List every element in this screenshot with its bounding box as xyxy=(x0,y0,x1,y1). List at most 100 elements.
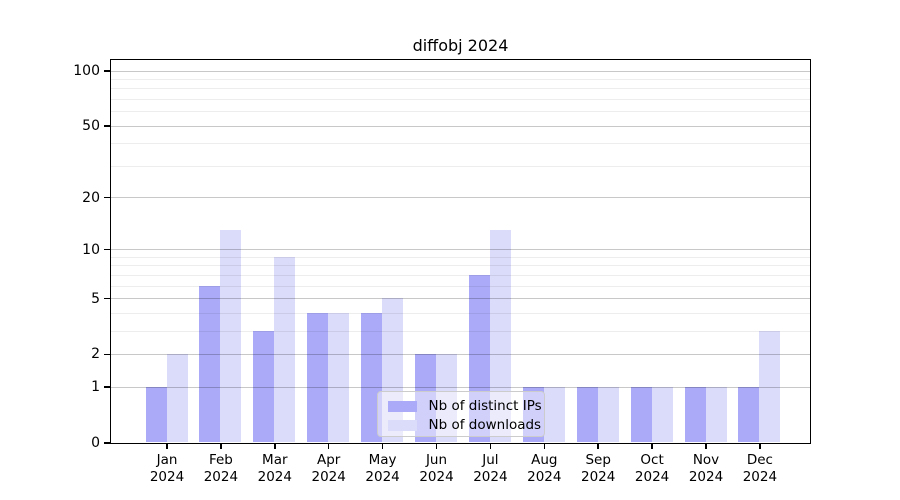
x-tick-year: 2024 xyxy=(527,469,562,485)
y-tick-mark xyxy=(104,125,111,127)
major-gridline xyxy=(110,125,810,127)
x-tick-year: 2024 xyxy=(581,469,616,485)
x-tick-mark xyxy=(435,443,438,449)
minor-gridline xyxy=(110,265,810,267)
bar-downloads-feb xyxy=(220,229,242,443)
x-tick-year: 2024 xyxy=(473,469,508,485)
x-tick-label: Jul 2024 xyxy=(460,452,520,486)
bar-downloads-apr xyxy=(328,312,350,443)
legend-entry-distinct-ips: Nb of distinct IPs xyxy=(387,397,542,416)
plot-area: Nb of distinct IPs Nb of downloads xyxy=(109,58,811,444)
x-tick-label: Jun 2024 xyxy=(407,452,467,486)
y-tick-label: 50 xyxy=(82,118,100,135)
x-tick-mark xyxy=(651,443,653,449)
x-tick-year: 2024 xyxy=(742,469,778,485)
y-axis: 0 1 2 5 10 20 50 100 xyxy=(0,60,104,451)
x-tick-mark xyxy=(220,443,222,449)
x-tick-mark xyxy=(759,443,761,449)
x-tick-mark xyxy=(381,443,384,449)
x-tick-mark xyxy=(274,443,276,449)
legend-label-distinct-ips: Nb of distinct IPs xyxy=(428,398,542,414)
y-tick-label: 2 xyxy=(91,346,100,363)
y-tick-label: 5 xyxy=(91,290,100,307)
bar-distinct-ips-mar xyxy=(253,330,275,443)
minor-gridline xyxy=(110,98,810,100)
x-tick-mark xyxy=(327,443,330,449)
y-tick-mark xyxy=(104,70,111,72)
minor-gridline xyxy=(110,143,810,145)
legend-swatch-distinct-ips xyxy=(387,400,417,412)
major-gridline xyxy=(110,197,810,199)
major-gridline xyxy=(110,386,810,388)
x-tick-year: 2024 xyxy=(203,469,239,485)
y-tick-mark xyxy=(104,442,111,444)
x-axis: Jan 2024 Feb 2024 Mar 2024 Apr 2024 May 2024 Jun 20… xyxy=(0,443,900,500)
x-tick-label: May 2024 xyxy=(353,452,413,486)
minor-gridline xyxy=(110,330,810,332)
bar-distinct-ips-jan xyxy=(145,386,167,443)
bar-downloads-dec xyxy=(759,330,781,443)
x-tick-year: 2024 xyxy=(688,469,724,485)
x-tick-year: 2024 xyxy=(149,469,185,485)
bar-distinct-ips-apr xyxy=(307,312,329,443)
major-gridline xyxy=(110,249,810,251)
x-tick-mark xyxy=(489,443,492,449)
y-tick-mark xyxy=(104,248,111,251)
x-tick-year: 2024 xyxy=(257,469,292,485)
bar-downloads-oct xyxy=(651,386,673,443)
bar-distinct-ips-jul xyxy=(468,274,490,443)
x-tick-mark xyxy=(597,443,599,449)
bar-downloads-jul xyxy=(489,229,511,443)
y-tick-mark xyxy=(104,196,111,199)
bar-distinct-ips-feb xyxy=(199,285,221,443)
bar-downloads-jan xyxy=(166,353,188,443)
x-tick-label: Oct 2024 xyxy=(622,452,682,486)
chart-title: diffobj 2024 xyxy=(412,36,509,55)
x-tick-label: Aug 2024 xyxy=(514,452,574,486)
legend-entry-downloads: Nb of downloads xyxy=(387,416,541,435)
minor-gridline xyxy=(110,88,810,90)
x-tick-label: Mar 2024 xyxy=(245,452,305,486)
x-tick-label: Nov 2024 xyxy=(676,452,736,486)
x-tick-year: 2024 xyxy=(365,469,400,485)
bar-downloads-sep xyxy=(597,386,619,443)
x-tick-year: 2024 xyxy=(419,469,454,485)
y-tick-mark xyxy=(104,386,111,388)
x-tick-label: Jan 2024 xyxy=(137,452,197,486)
x-tick-year: 2024 xyxy=(634,469,670,485)
minor-gridline xyxy=(110,274,810,276)
bar-distinct-ips-aug xyxy=(522,386,544,443)
x-tick-label: Sep 2024 xyxy=(568,452,628,486)
y-tick-label: 20 xyxy=(82,189,100,206)
y-tick-label: 10 xyxy=(82,241,100,258)
y-tick-label: 0 xyxy=(91,435,100,451)
minor-gridline xyxy=(110,285,810,287)
major-gridline xyxy=(110,298,810,300)
minor-gridline xyxy=(110,111,810,113)
x-tick-mark xyxy=(705,443,707,449)
bar-distinct-ips-dec xyxy=(738,386,760,443)
x-tick-label: Dec 2024 xyxy=(730,452,790,486)
y-tick-mark xyxy=(104,297,111,300)
bar-downloads-mar xyxy=(274,256,296,443)
bar-downloads-jun xyxy=(436,353,457,443)
bar-distinct-ips-nov xyxy=(684,386,706,443)
x-tick-year: 2024 xyxy=(311,469,346,485)
x-tick-mark xyxy=(166,443,168,449)
y-tick-label: 1 xyxy=(91,379,100,396)
y-tick-mark xyxy=(104,353,111,356)
major-gridline xyxy=(110,70,810,72)
x-tick-label: Apr 2024 xyxy=(299,452,359,486)
x-tick-mark xyxy=(543,443,546,449)
minor-gridline xyxy=(110,312,810,314)
x-tick-label: Feb 2024 xyxy=(191,452,251,486)
minor-gridline xyxy=(110,78,810,80)
minor-gridline xyxy=(110,165,810,167)
minor-gridline xyxy=(110,256,810,258)
bar-downloads-aug xyxy=(543,386,565,443)
y-tick-label: 100 xyxy=(73,63,100,79)
bar-distinct-ips-jun xyxy=(415,353,436,443)
legend-label-downloads: Nb of downloads xyxy=(428,417,542,433)
legend-swatch-downloads xyxy=(387,419,417,431)
major-gridline xyxy=(110,353,810,355)
